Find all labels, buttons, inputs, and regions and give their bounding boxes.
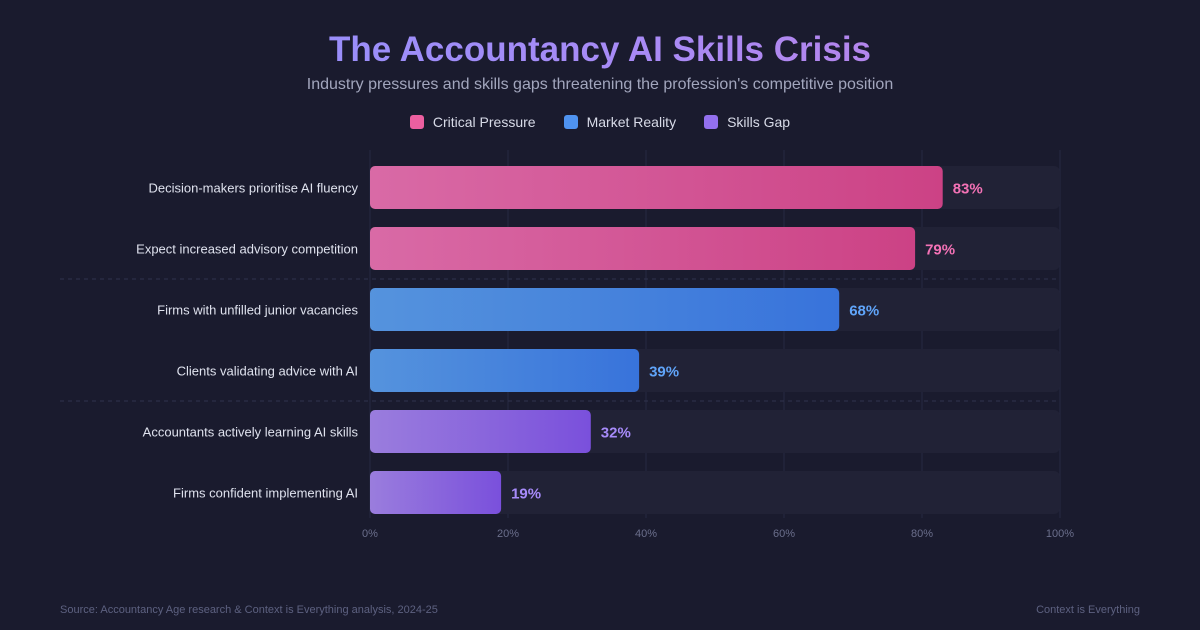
value-label: 79% [925, 242, 955, 259]
value-label: 39% [649, 364, 679, 381]
legend-swatch [563, 115, 578, 129]
bar [370, 227, 916, 270]
legend-swatch [704, 115, 719, 129]
bar [370, 166, 943, 209]
category-label: Decision-makers prioritise AI fluency [148, 181, 358, 196]
legend-item: Market Reality [563, 114, 677, 130]
bar [370, 471, 502, 514]
bar [370, 288, 840, 331]
category-label: Firms confident implementing AI [173, 486, 358, 501]
x-tick-label: 0% [362, 528, 378, 540]
x-tick-label: 80% [911, 528, 933, 540]
category-label: Firms with unfilled junior vacancies [157, 303, 358, 318]
x-tick-label: 40% [635, 528, 657, 540]
x-tick-label: 60% [773, 528, 795, 540]
bar [370, 410, 591, 453]
bar-track [370, 471, 1060, 514]
x-tick-label: 20% [497, 528, 519, 540]
value-label: 19% [511, 486, 541, 503]
category-label: Accountants actively learning AI skills [143, 425, 359, 440]
category-label: Expect increased advisory competition [136, 242, 358, 257]
value-label: 32% [601, 425, 631, 442]
legend: Critical Pressure Market Reality Skills Ga… [0, 114, 1200, 130]
legend-label: Market Reality [586, 114, 677, 130]
x-tick-label: 100% [1046, 528, 1074, 540]
bar [370, 349, 640, 392]
legend-label: Skills Gap [727, 114, 791, 130]
legend-item: Skills Gap [704, 114, 790, 130]
legend-swatch [409, 115, 424, 129]
value-label: 68% [849, 303, 879, 320]
chart-subtitle: Industry pressures and skills gaps threa… [306, 76, 894, 93]
value-label: 83% [953, 181, 983, 198]
category-label: Clients validating advice with AI [177, 364, 358, 379]
legend-item: Critical Pressure [409, 114, 536, 130]
brand-label: Context is Everything [1036, 604, 1140, 616]
source-note: Source: Accountancy Age research & Conte… [60, 604, 438, 616]
legend-label: Critical Pressure [432, 114, 536, 130]
